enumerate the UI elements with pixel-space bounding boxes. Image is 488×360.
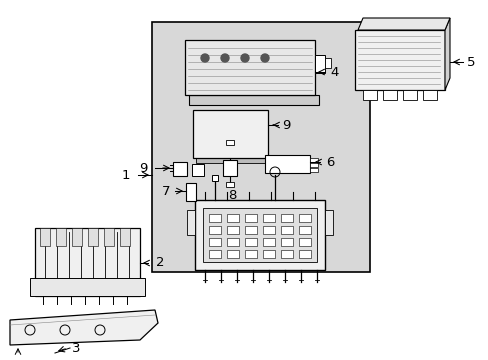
Bar [223, 160, 237, 176]
Bar [226, 238, 239, 246]
Circle shape [241, 54, 248, 62]
Bar [244, 214, 257, 222]
Text: 6: 6 [325, 156, 334, 168]
Circle shape [221, 54, 228, 62]
Bar [244, 250, 257, 258]
Polygon shape [10, 310, 158, 345]
Bar [208, 226, 221, 234]
Bar [186, 210, 195, 235]
Bar [362, 90, 376, 100]
Text: 2: 2 [156, 256, 164, 270]
Bar [208, 250, 221, 258]
Bar [120, 228, 130, 246]
Bar [382, 90, 396, 100]
Text: 9: 9 [282, 118, 290, 131]
Bar [193, 110, 267, 158]
Bar [354, 30, 444, 90]
Text: 5: 5 [466, 55, 474, 68]
Text: 9: 9 [140, 162, 148, 175]
Bar [309, 163, 317, 167]
Bar [402, 90, 416, 100]
Bar [185, 183, 196, 201]
Bar [184, 40, 314, 95]
Bar [196, 158, 270, 163]
Polygon shape [357, 18, 449, 30]
Bar [189, 95, 318, 105]
Bar [325, 210, 332, 235]
Bar [212, 175, 218, 181]
Bar [325, 58, 330, 68]
Bar [298, 238, 310, 246]
Bar [56, 228, 66, 246]
Bar [314, 55, 325, 73]
Bar [192, 164, 203, 176]
Bar [263, 214, 274, 222]
Bar [298, 250, 310, 258]
Text: 4: 4 [329, 66, 338, 78]
Bar [298, 226, 310, 234]
Bar [226, 250, 239, 258]
Bar [195, 200, 325, 270]
Bar [244, 226, 257, 234]
Bar [281, 226, 292, 234]
Bar [281, 250, 292, 258]
Bar [203, 208, 316, 262]
Bar [264, 155, 309, 173]
Bar [208, 214, 221, 222]
Bar [263, 226, 274, 234]
Bar [88, 228, 98, 246]
Bar [30, 278, 145, 296]
Bar [309, 158, 317, 162]
Text: 3: 3 [72, 342, 81, 355]
Bar [208, 238, 221, 246]
Bar [226, 214, 239, 222]
Bar [281, 214, 292, 222]
Bar [40, 228, 50, 246]
Bar [309, 168, 317, 172]
Bar [281, 238, 292, 246]
Bar [225, 140, 234, 145]
Bar [298, 214, 310, 222]
Bar [263, 250, 274, 258]
Bar [226, 226, 239, 234]
Bar [225, 182, 234, 187]
Circle shape [261, 54, 268, 62]
Polygon shape [444, 18, 449, 90]
Text: 7: 7 [161, 185, 170, 198]
Bar [35, 228, 140, 296]
Bar [422, 90, 436, 100]
Circle shape [201, 54, 208, 62]
Bar [104, 228, 114, 246]
Bar [152, 22, 369, 272]
Bar [244, 238, 257, 246]
Bar [72, 228, 82, 246]
Bar [263, 238, 274, 246]
Bar [173, 162, 186, 176]
Text: 8: 8 [227, 189, 236, 202]
Text: 1: 1 [121, 168, 130, 181]
